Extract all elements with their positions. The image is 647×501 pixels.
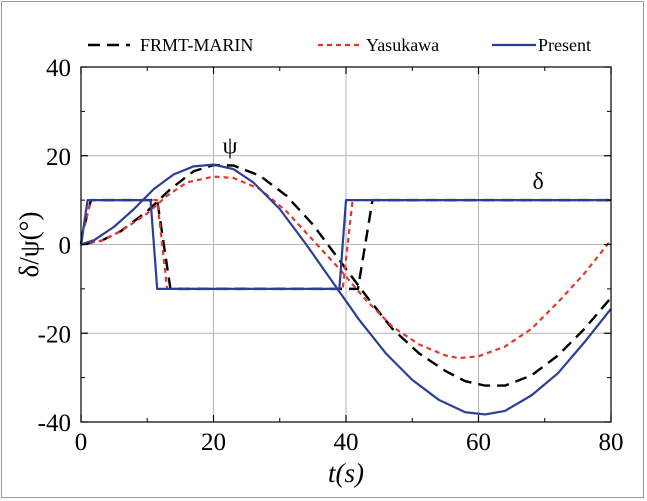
legend-label-present: Present [538, 35, 591, 55]
x-tick-label: 20 [201, 429, 226, 456]
y-tick-label: -40 [38, 410, 71, 437]
grid [81, 67, 611, 422]
series-line-present-delta [79, 199, 611, 290]
y-tick-label: 20 [46, 144, 71, 171]
y-tick-label: 0 [59, 233, 72, 260]
legend: FRMT-MARIN Yasukawa Present [88, 35, 591, 55]
series-line-frmt-marin-psi [80, 163, 612, 387]
series-line-present-psi [80, 163, 612, 416]
x-tick-label: 0 [75, 429, 88, 456]
x-tick-label: 80 [599, 429, 624, 456]
series-line-frmt-marin-delta [79, 198, 611, 291]
legend-label-yasukawa: Yasukawa [366, 35, 439, 55]
y-axis-label: δ/ψ(°) [14, 212, 44, 278]
legend-label-frmt-marin: FRMT-MARIN [140, 35, 253, 55]
tick-labels: 0 20 40 60 80 40 20 0 -20 -40 [38, 55, 624, 456]
annotation-delta: δ [532, 169, 543, 195]
x-axis-label: t(s) [328, 458, 364, 488]
ticks [80, 66, 612, 423]
x-tick-label: 40 [334, 429, 359, 456]
y-tick-label: 40 [46, 55, 71, 82]
y-tick-label: -20 [38, 321, 71, 348]
annotation-psi: ψ [223, 134, 238, 160]
series-layer [79, 163, 612, 416]
x-tick-label: 60 [466, 429, 491, 456]
series-line-yasukawa-psi [80, 175, 612, 360]
